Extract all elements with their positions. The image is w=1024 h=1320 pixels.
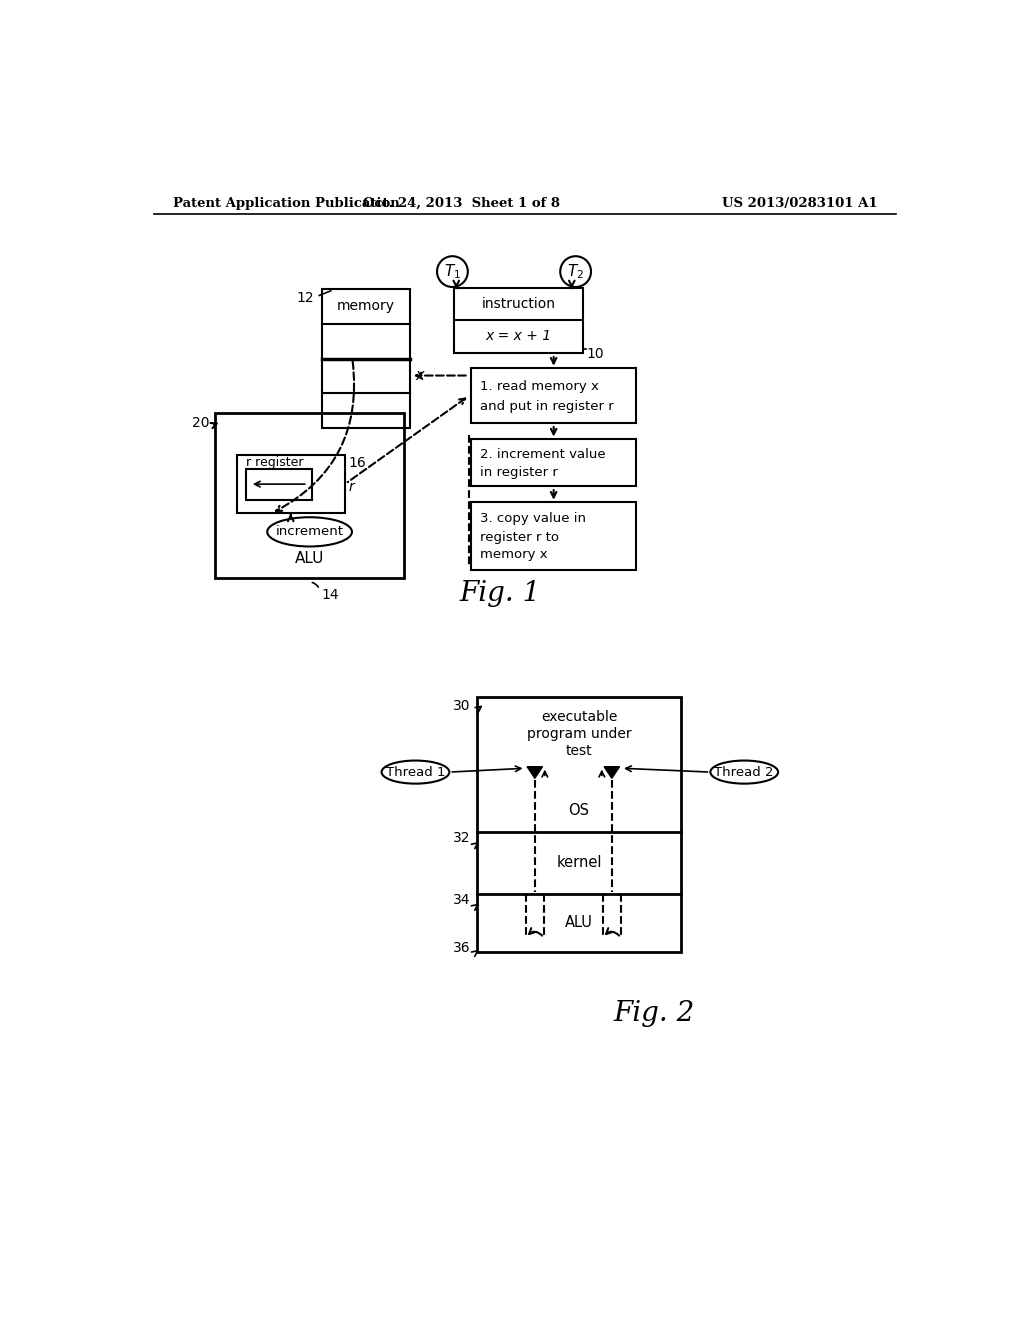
- Text: x: x: [416, 368, 424, 383]
- Text: Fig. 2: Fig. 2: [613, 999, 695, 1027]
- Text: Patent Application Publication: Patent Application Publication: [173, 197, 399, 210]
- Text: program under: program under: [526, 727, 632, 742]
- Bar: [237, 455, 345, 512]
- Text: kernel: kernel: [556, 855, 602, 870]
- Text: 12: 12: [296, 290, 313, 305]
- Text: 36: 36: [454, 941, 471, 954]
- Text: $T_2$: $T_2$: [567, 263, 584, 281]
- Text: 32: 32: [454, 832, 471, 845]
- Text: US 2013/0283101 A1: US 2013/0283101 A1: [722, 197, 878, 210]
- Text: executable: executable: [541, 710, 617, 725]
- Text: x = x + 1: x = x + 1: [485, 329, 552, 343]
- Bar: [471, 502, 637, 570]
- Bar: [246, 469, 311, 499]
- Text: memory x: memory x: [480, 548, 548, 561]
- Text: Thread 1: Thread 1: [386, 766, 445, 779]
- Polygon shape: [527, 767, 543, 779]
- Bar: [322, 289, 410, 428]
- Text: register r to: register r to: [480, 531, 559, 544]
- Text: 34: 34: [454, 892, 471, 907]
- Text: increment: increment: [275, 525, 344, 539]
- Bar: [471, 368, 637, 424]
- Text: ALU: ALU: [565, 915, 593, 931]
- Polygon shape: [604, 767, 620, 779]
- Text: in register r: in register r: [480, 466, 558, 479]
- Text: memory: memory: [337, 300, 395, 313]
- Text: 2. increment value: 2. increment value: [480, 447, 606, 461]
- Text: 14: 14: [322, 587, 339, 602]
- Text: 3. copy value in: 3. copy value in: [480, 512, 586, 525]
- Text: ALU: ALU: [295, 552, 325, 566]
- Text: 20: 20: [191, 416, 209, 430]
- Text: $T_1$: $T_1$: [443, 263, 461, 281]
- Text: r: r: [348, 480, 354, 494]
- Text: Thread 2: Thread 2: [715, 766, 774, 779]
- Text: Fig. 1: Fig. 1: [460, 579, 541, 607]
- Text: and put in register r: and put in register r: [480, 400, 614, 413]
- Text: test: test: [566, 744, 593, 758]
- Bar: [215, 413, 403, 578]
- Text: 10: 10: [587, 347, 604, 362]
- Bar: [471, 438, 637, 487]
- Text: r register: r register: [246, 455, 303, 469]
- Text: instruction: instruction: [481, 297, 556, 312]
- Text: 16: 16: [348, 455, 367, 470]
- Text: 30: 30: [454, 700, 471, 713]
- Text: 1. read memory x: 1. read memory x: [480, 380, 599, 393]
- Bar: [477, 697, 681, 952]
- Text: Oct. 24, 2013  Sheet 1 of 8: Oct. 24, 2013 Sheet 1 of 8: [364, 197, 560, 210]
- Bar: [454, 288, 584, 354]
- Text: OS: OS: [568, 804, 590, 818]
